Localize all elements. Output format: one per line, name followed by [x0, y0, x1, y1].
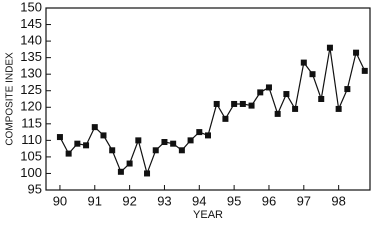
data-point [56, 134, 63, 141]
x-tick-label: 93 [157, 193, 171, 208]
y-tick-label: 135 [20, 49, 42, 64]
data-point [300, 59, 307, 66]
x-tick-label: 90 [53, 193, 67, 208]
y-tick-label: 95 [28, 181, 42, 196]
chart: YEAR COMPOSITE INDEX 9510010511011512012… [5, 0, 371, 221]
data-point [109, 147, 116, 154]
y-tick-label: 145 [20, 16, 42, 31]
data-point [361, 67, 368, 74]
data-point [344, 86, 351, 93]
data-point [353, 49, 360, 56]
data-point [326, 44, 333, 51]
data-point [213, 100, 220, 107]
data-point [196, 129, 203, 136]
data-point [170, 140, 177, 147]
data-point [74, 140, 81, 147]
x-tick-label: 92 [122, 193, 136, 208]
data-point [187, 137, 194, 144]
x-tick-label: 95 [227, 193, 241, 208]
data-point [222, 115, 229, 122]
y-tick-label: 105 [20, 148, 42, 163]
data-point [161, 139, 168, 146]
data-point [292, 105, 299, 112]
data-point [126, 160, 133, 167]
data-point [274, 110, 281, 117]
data-point [100, 132, 107, 139]
data-point [265, 84, 272, 91]
data-point [309, 71, 316, 78]
data-line [59, 47, 366, 176]
plot-frame [45, 7, 371, 191]
x-axis-label: YEAR [193, 209, 223, 221]
y-tick-label: 130 [20, 66, 42, 81]
x-tick-label: 94 [192, 193, 206, 208]
data-point [152, 147, 159, 154]
data-point [231, 100, 238, 107]
data-point [83, 142, 90, 149]
x-tick-label: 91 [88, 193, 102, 208]
data-point [91, 124, 98, 131]
data-point [65, 150, 72, 157]
x-tick-label: 96 [262, 193, 276, 208]
data-point [318, 96, 325, 102]
y-tick-label: 110 [21, 132, 42, 147]
y-tick-label: 120 [20, 99, 42, 114]
y-tick-label: 115 [21, 115, 42, 130]
y-tick-label: 140 [20, 33, 42, 48]
data-point [257, 89, 264, 96]
x-tick-label: 97 [297, 193, 311, 208]
data-point [248, 102, 255, 109]
data-point [135, 137, 142, 144]
data-point [335, 105, 342, 112]
y-axis-label: COMPOSITE INDEX [5, 52, 16, 146]
data-point [239, 100, 246, 107]
y-tick-label: 150 [20, 0, 42, 14]
x-tick-label: 98 [331, 193, 345, 208]
y-tick-label: 100 [20, 165, 42, 180]
data-point [144, 170, 151, 177]
data-point [283, 91, 290, 98]
y-tick-label: 125 [20, 82, 42, 97]
data-point [178, 147, 185, 154]
data-point [205, 132, 211, 139]
data-point [117, 168, 124, 175]
